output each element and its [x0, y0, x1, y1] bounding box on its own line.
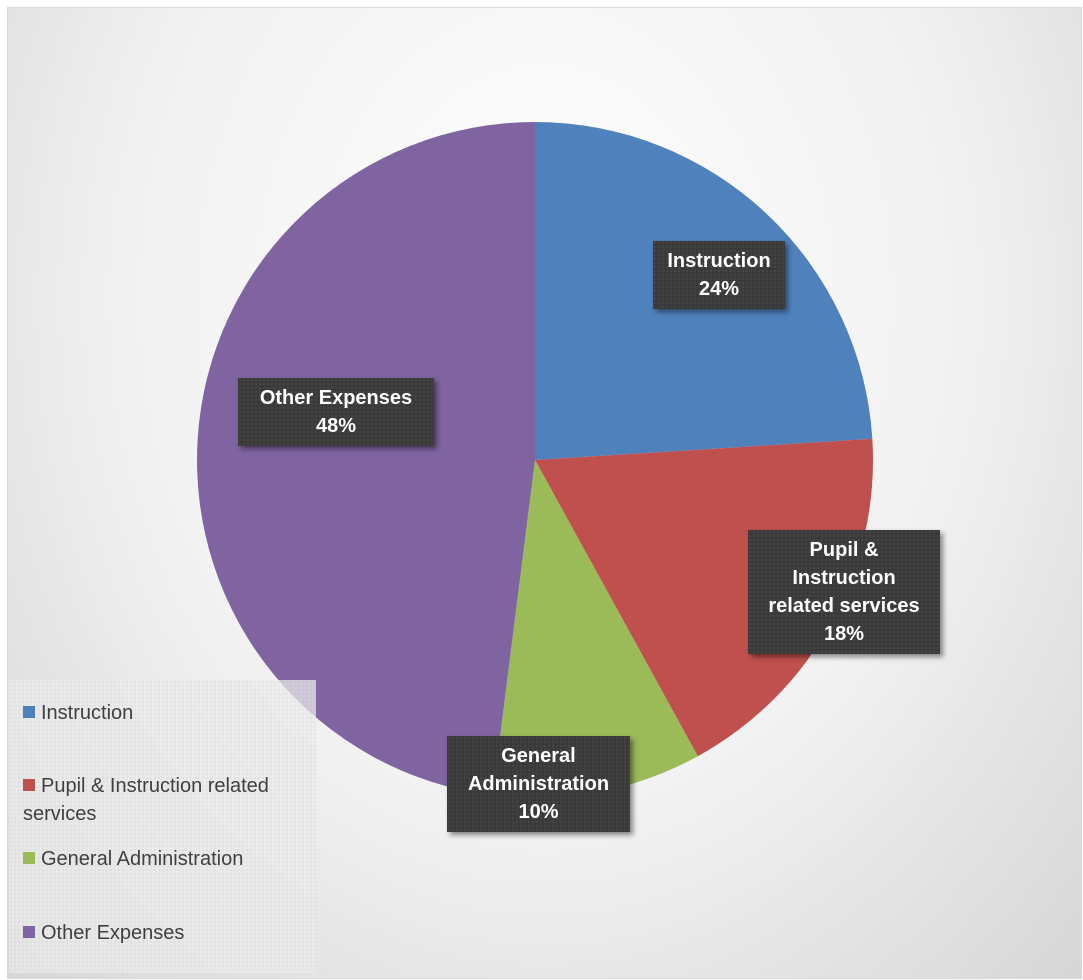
legend-swatch-other-expenses: [23, 926, 35, 938]
data-label-other-expenses-name: Other Expenses: [248, 384, 424, 412]
data-label-general-administration-line2: Administration: [457, 770, 620, 798]
legend-swatch-general-administration: [23, 852, 35, 864]
legend-item-pupil-services: Pupil & Instruction related services: [23, 772, 313, 828]
data-label-instruction: Instruction 24%: [653, 241, 785, 309]
legend-label-instruction: Instruction: [41, 702, 133, 724]
data-label-general-administration-line1: General: [457, 742, 620, 770]
legend-label-general-administration: General Administration: [41, 848, 243, 870]
legend-item-instruction: Instruction: [23, 699, 313, 727]
data-label-instruction-name: Instruction: [663, 247, 775, 275]
legend-item-general-administration: General Administration: [23, 845, 313, 873]
data-label-general-administration: General Administration 10%: [447, 736, 630, 832]
legend-swatch-pupil-services: [23, 779, 35, 791]
legend-label-other-expenses: Other Expenses: [41, 922, 184, 944]
data-label-other-expenses: Other Expenses 48%: [238, 378, 434, 446]
legend-item-other-expenses: Other Expenses: [23, 919, 313, 947]
legend-label-pupil-services: Pupil & Instruction related services: [23, 775, 269, 825]
data-label-pupil-services-line1: Pupil &: [758, 536, 930, 564]
chart-legend: Instruction Pupil & Instruction related …: [9, 680, 316, 973]
data-label-pupil-services-percent: 18%: [758, 620, 930, 648]
data-label-general-administration-percent: 10%: [457, 798, 620, 826]
legend-swatch-instruction: [23, 706, 35, 718]
data-label-other-expenses-percent: 48%: [248, 412, 424, 440]
data-label-pupil-services-line3: related services: [758, 592, 930, 620]
data-label-instruction-percent: 24%: [663, 275, 775, 303]
data-label-pupil-services-line2: Instruction: [758, 564, 930, 592]
data-label-pupil-services: Pupil & Instruction related services 18%: [748, 530, 940, 654]
